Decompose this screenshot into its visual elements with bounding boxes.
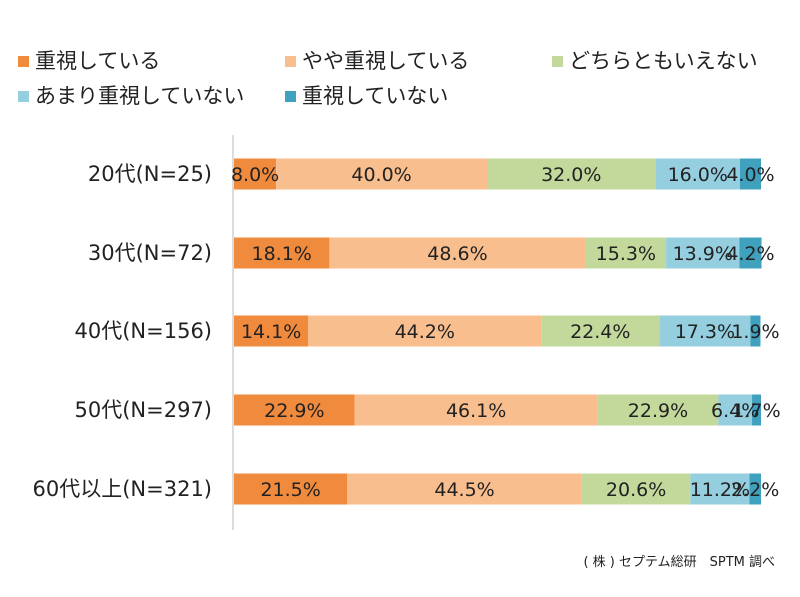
bar-segment [541,315,660,347]
data-label: 4.0% [726,164,774,186]
bar-segment [347,473,582,505]
data-label: 2.2% [731,479,779,501]
bar-segment [234,158,277,190]
legend-label: やや重視している [302,49,469,73]
data-label: 15.3% [596,243,656,265]
bar-segment [752,394,761,426]
bar-segment [308,315,542,347]
bar-segment [666,237,740,269]
bar-segment [690,473,750,505]
data-label: 20.6% [606,479,666,501]
legend-item: 重視していない [285,84,448,108]
legend-item: どちらともいえない [552,49,758,73]
data-label: 22.9% [628,400,688,422]
data-label: 32.0% [541,164,601,186]
category-label: 30代(N=72) [88,241,212,265]
category-label: 60代以上(N=321) [33,477,213,501]
value-labels: 8.0% 40.0% 32.0% 16.0%4.0% 18.1% 48.6% 15.3% 13… [231,164,781,501]
bar-segment [739,237,762,269]
data-label: 11.2% [690,479,750,501]
source-note: ( 株 ) セプテム総研 SPTM 調べ [583,555,775,570]
legend-item: 重視している [18,49,160,73]
bar-segment [234,473,348,505]
legend-item: やや重視している [285,49,469,73]
category-labels: 20代(N=25) 30代(N=72) 40代(N=156) 50代(N=297) 60… [33,162,213,501]
bar-segment [329,237,586,269]
data-label: 44.5% [434,479,494,501]
legend-label: 重視していない [302,84,448,108]
data-label: 8.0% [231,164,279,186]
data-label: 46.1% [446,400,506,422]
data-label: 17.3% [675,321,735,343]
legend-swatch [18,91,29,102]
legend-item: あまり重視していない [18,84,244,108]
data-label: 1.9% [731,321,779,343]
bar-segment [655,158,740,190]
data-label: 16.0% [668,164,728,186]
legend-swatch [285,91,296,102]
bar-segment [597,394,719,426]
bar-segment [659,315,751,347]
bar-segment [234,315,309,347]
data-label: 18.1% [252,243,312,265]
data-label: 1.7% [732,400,780,422]
bar-segment [486,158,656,190]
bar-segment [234,394,355,426]
legend-swatch [552,56,563,67]
category-label: 40代(N=156) [75,319,213,343]
legend-swatch [18,56,29,67]
data-label: 4.2% [726,243,774,265]
bar-segment [718,394,753,426]
legend-label: 重視している [35,49,160,73]
category-label: 50代(N=297) [75,398,213,422]
bar-segment [276,158,487,190]
bar-segment [234,237,330,269]
legend-swatch [285,56,296,67]
data-label: 21.5% [260,479,320,501]
data-label: 40.0% [351,164,411,186]
data-label: 6.4% [711,400,759,422]
data-label: 22.4% [570,321,630,343]
bar-segment [749,473,761,505]
legend-label: どちらともいえない [569,49,758,73]
bar-segment [354,394,598,426]
data-label: 48.6% [427,243,487,265]
data-label: 13.9% [673,243,733,265]
data-label: 14.1% [241,321,301,343]
legend-label: あまり重視していない [35,84,244,108]
category-label: 20代(N=25) [88,162,212,186]
bars [234,158,762,505]
bar-segment [739,158,761,190]
bar-segment [585,237,667,269]
data-label: 22.9% [264,400,324,422]
bar-segment [750,315,761,347]
bar-segment [581,473,691,505]
data-label: 44.2% [395,321,455,343]
